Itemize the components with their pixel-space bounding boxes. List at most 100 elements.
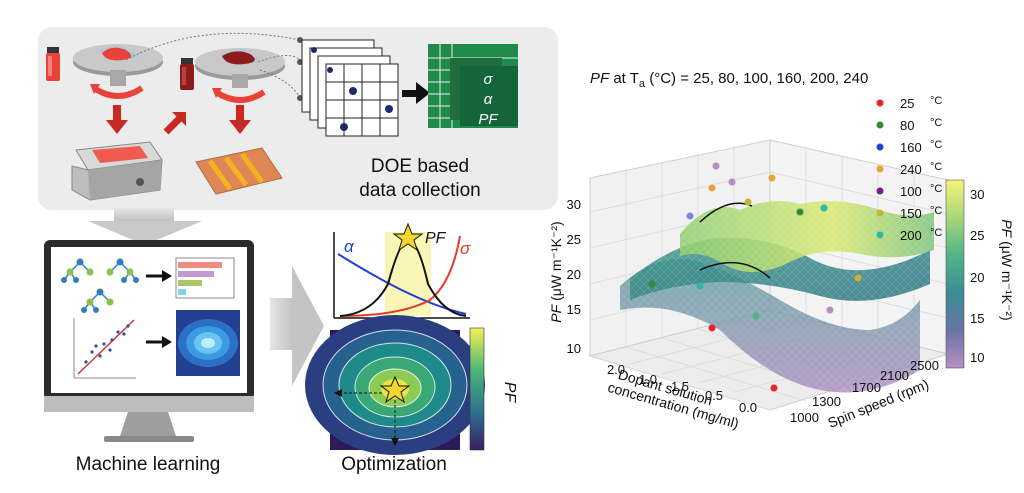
spin-coater-icon [195, 48, 285, 88]
doe-label-line1: DOE based [371, 156, 469, 177]
monitor-neck [120, 412, 176, 436]
legend-item: 80 °C [876, 117, 942, 133]
svg-text:25: 25 [567, 232, 581, 247]
svg-text:30: 30 [970, 187, 984, 202]
z-axis-label: PF (μW m⁻¹K⁻²) [548, 221, 564, 322]
doe-grid-stack-icon [301, 39, 399, 137]
z-axis-ticks: 30 25 20 15 10 [567, 197, 581, 356]
hotplate-icon [71, 141, 163, 201]
opt-colorbar-label: PF [501, 382, 518, 404]
star-icon [379, 375, 411, 404]
flow-down-arrow-icon [88, 208, 202, 245]
legend-item: 150 °C [876, 205, 942, 221]
sheet-sigma-label: σ [483, 71, 493, 88]
legend-item: 100 °C [876, 183, 942, 199]
colorbar-ticks: 30 25 20 15 10 [970, 187, 984, 365]
vial-icon [180, 58, 194, 90]
alpha-curve-label: α [344, 237, 355, 256]
sigma-curve [339, 235, 461, 317]
down-arrow-icon [106, 105, 128, 134]
sigma-curve-label: σ [460, 239, 471, 258]
optimal-window [385, 232, 431, 316]
spin-coater-icon [73, 44, 163, 86]
svg-text:0.0: 0.0 [739, 400, 757, 415]
svg-text:15: 15 [970, 311, 984, 326]
title-rest: (°C) = 25, 80, 100, 160, 200, 240 [645, 70, 868, 87]
svg-text:1300: 1300 [812, 394, 841, 409]
y-axis-ticks: 1000 1300 1700 2100 2500 [790, 358, 939, 425]
svg-text:2100: 2100 [880, 368, 909, 383]
spreadsheet-icon: σ α PF [428, 44, 518, 128]
rotation-arrow-icon [90, 84, 144, 99]
monitor-chin [44, 396, 254, 412]
connector-lines [125, 32, 301, 99]
flow-right-arrow-icon [270, 266, 324, 386]
title-mid: at T [609, 70, 639, 87]
svg-text:0.5: 0.5 [705, 388, 723, 403]
svg-text:150: 150 [900, 206, 922, 221]
feature-importance-chart-icon [175, 257, 235, 299]
svg-text:100: 100 [900, 184, 922, 199]
diagonal-arrow-icon [163, 112, 186, 135]
svg-text:°C: °C [930, 139, 942, 151]
plot-title: PF at Ta (°C) = 25, 80, 100, 160, 200, 2… [590, 70, 868, 90]
svg-text:30: 30 [567, 197, 581, 212]
svg-text:°C: °C [930, 183, 942, 195]
title-sub: a [639, 78, 646, 90]
optimization-panel: PF α σ PF Optimizatio [305, 222, 518, 475]
svg-text:25: 25 [900, 96, 914, 111]
surface-low-mesh [620, 259, 920, 393]
rotation-arrow-icon [212, 88, 266, 103]
opt-colorbar [469, 327, 485, 451]
contour-map-icon [176, 310, 240, 376]
svg-text:1.0: 1.0 [639, 372, 657, 387]
legend-item: 160 °C [876, 139, 942, 155]
svg-text:160: 160 [900, 140, 922, 155]
legend-item: 25 °C [876, 95, 942, 111]
legend-item: 240 °C [876, 161, 942, 177]
substrate-electrodes-icon [195, 147, 283, 195]
svg-text:20: 20 [567, 267, 581, 282]
svg-text:20: 20 [970, 270, 984, 285]
svg-text:2500: 2500 [910, 358, 939, 373]
surface-plot: PF at Ta (°C) = 25, 80, 100, 160, 200, 2… [548, 70, 1015, 432]
vial-icon [46, 47, 60, 81]
sheet-alpha-label: α [484, 91, 493, 108]
data-points [648, 162, 862, 392]
legend: 25 °C 80 °C 160 °C 240 °C 100 °C 150 °C 200 °C [876, 95, 942, 243]
surface-high-mesh [680, 201, 934, 272]
svg-text:240: 240 [900, 162, 922, 177]
star-icon [392, 222, 424, 252]
parity-scatter-icon [73, 318, 136, 379]
svg-text:1000: 1000 [790, 410, 819, 425]
right-arrow-icon [146, 270, 172, 282]
svg-text:15: 15 [567, 302, 581, 317]
tree-nodes [61, 258, 139, 313]
svg-text:25: 25 [970, 228, 984, 243]
svg-text:°C: °C [930, 227, 942, 239]
sheet-pf-label: PF [478, 111, 498, 128]
svg-text:200: 200 [900, 228, 922, 243]
right-arrow-icon [146, 336, 172, 348]
svg-text:°C: °C [930, 205, 942, 217]
svg-text:1700: 1700 [852, 380, 881, 395]
svg-text:°C: °C [930, 95, 942, 107]
down-arrow-icon [229, 105, 251, 134]
monitor-base [104, 436, 194, 442]
optimization-contour-map [305, 315, 485, 455]
svg-text:°C: °C [930, 161, 942, 173]
svg-text:1.5: 1.5 [671, 379, 689, 394]
colorbar-label: PF (μW m⁻¹K⁻²) [999, 219, 1015, 320]
svg-text:2.0: 2.0 [607, 362, 625, 377]
property-curves-plot: PF α σ [333, 222, 471, 319]
monitor-ml: Machine learning [44, 240, 254, 475]
doe-panel: σ α PF DOE based data collection [38, 27, 558, 210]
colorbar [945, 179, 965, 369]
svg-text:°C: °C [930, 117, 942, 129]
doe-label-line2: data collection [359, 180, 480, 201]
pf-curve-label: PF [425, 230, 447, 247]
opt-label: Optimization [341, 454, 447, 475]
surface-ridge [699, 261, 771, 279]
right-arrow-icon [402, 82, 430, 104]
